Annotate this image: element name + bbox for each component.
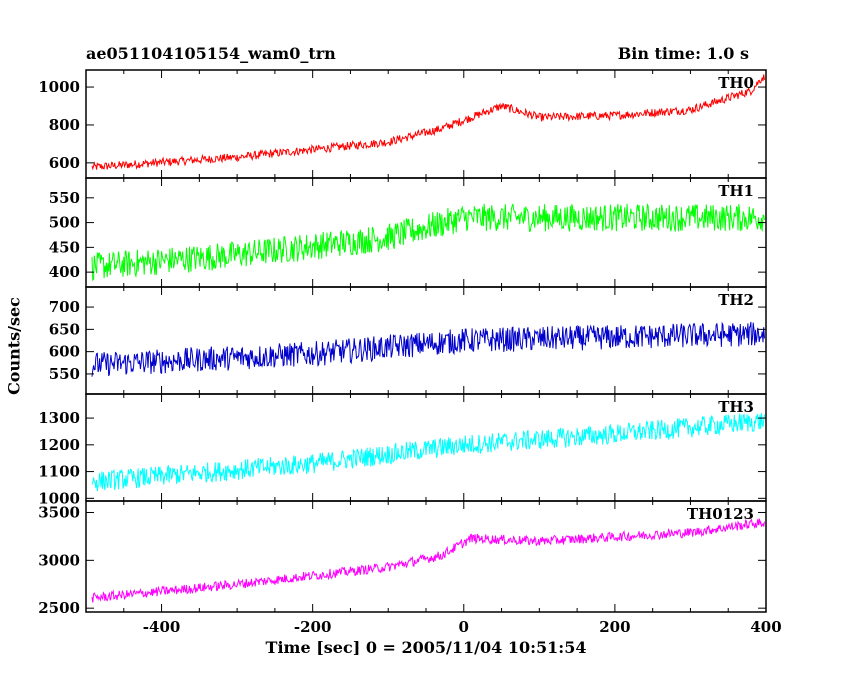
y-tick-label: 450 — [49, 238, 80, 256]
x-axis-label: Time [sec] 0 = 2005/11/04 10:51:54 — [265, 638, 587, 657]
y-tick-label: 1300 — [38, 409, 80, 427]
y-tick-label: 1000 — [38, 489, 80, 507]
y-tick-label: 3500 — [38, 503, 80, 521]
panel-label-th3: TH3 — [718, 398, 754, 416]
y-tick-label: 650 — [49, 320, 80, 338]
y-tick-label: 550 — [49, 189, 80, 207]
y-tick-label: 500 — [49, 214, 80, 232]
series-line-th3 — [91, 412, 765, 492]
panel-label-th1: TH1 — [718, 182, 754, 200]
x-tick-label: -200 — [294, 618, 332, 636]
x-tick-label: -400 — [143, 618, 181, 636]
panel-label-th0123: TH0123 — [687, 505, 754, 523]
panel-frame-th2 — [85, 286, 767, 395]
y-tick-label: 600 — [49, 154, 80, 172]
panel-label-th0: TH0 — [718, 74, 754, 92]
y-tick-label: 3000 — [38, 551, 80, 569]
series-line-th1 — [91, 203, 765, 282]
x-tick-label: 400 — [750, 618, 781, 636]
x-tick-label: 0 — [459, 618, 469, 636]
panel-frame-th0 — [85, 69, 767, 179]
series-line-th2 — [91, 321, 765, 377]
y-tick-label: 400 — [49, 263, 80, 281]
y-tick-label: 700 — [49, 298, 80, 316]
series-line-th0 — [91, 74, 765, 171]
panel-label-th2: TH2 — [718, 291, 754, 309]
bin-time-label: Bin time: 1.0 s — [617, 44, 749, 63]
y-tick-label: 1100 — [38, 463, 80, 481]
x-tick-label: 200 — [599, 618, 630, 636]
y-tick-label: 1200 — [38, 436, 80, 454]
y-tick-label: 550 — [49, 365, 80, 383]
y-tick-label: 2500 — [38, 599, 80, 617]
series-line-th0123 — [91, 518, 765, 603]
panel-frame-th1 — [85, 177, 767, 288]
y-axis-label: Counts/sec — [4, 297, 24, 395]
y-tick-label: 800 — [49, 116, 80, 134]
plot-title: ae051104105154_wam0_trn — [86, 44, 336, 63]
y-tick-label: 600 — [49, 343, 80, 361]
panel-frame-th0123 — [85, 500, 767, 613]
y-tick-label: 1000 — [38, 78, 80, 96]
